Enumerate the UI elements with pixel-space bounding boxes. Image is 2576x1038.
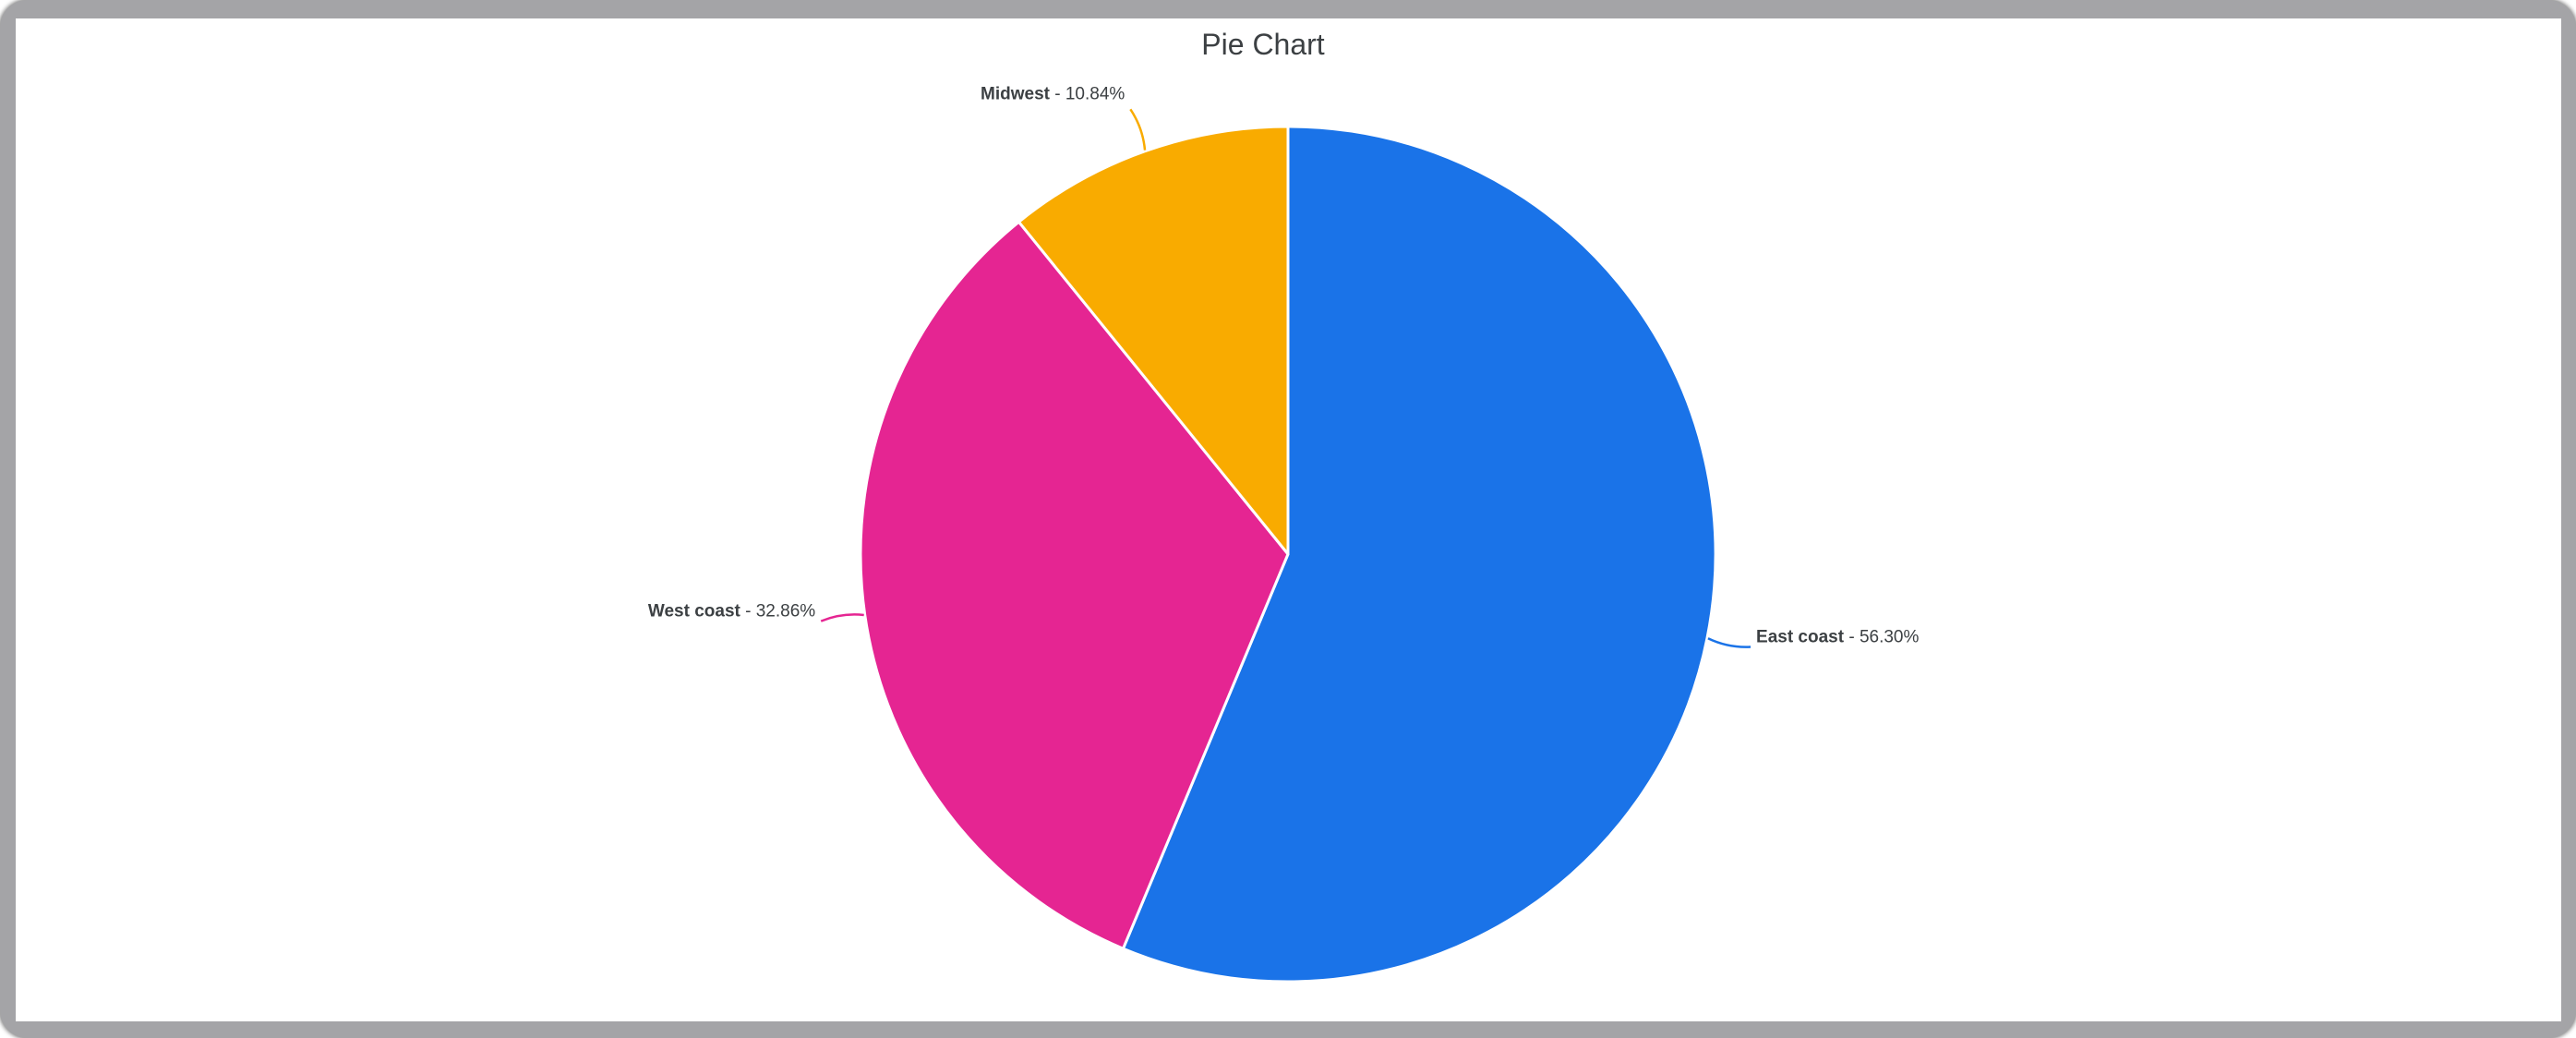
chart-canvas: East coast - 56.30% West coast - 32.86% Mi… [16, 18, 2561, 1021]
pie-slice-midwest[interactable] [1017, 125, 1290, 556]
pie-chart: East coast - 56.30% West coast - 32.86% Mi… [648, 84, 1920, 984]
pie-slice-east-coast-leader-line [1707, 637, 1751, 648]
pie-slice-east-coast-label: East coast - 56.30% [1756, 627, 1919, 646]
pie-slice-west-coast-label: West coast - 32.86% [648, 602, 815, 622]
pie-slice-west-coast-leader-line [820, 613, 864, 622]
pie-slice-east-coast[interactable] [1121, 125, 1717, 984]
chart-title: Pie Chart [1201, 28, 1325, 61]
pie-slice-midwest-leader-line [1129, 108, 1147, 151]
pie-slice-west-coast[interactable] [859, 220, 1290, 950]
pie-slice-midwest-label: Midwest - 10.84% [981, 84, 1125, 103]
